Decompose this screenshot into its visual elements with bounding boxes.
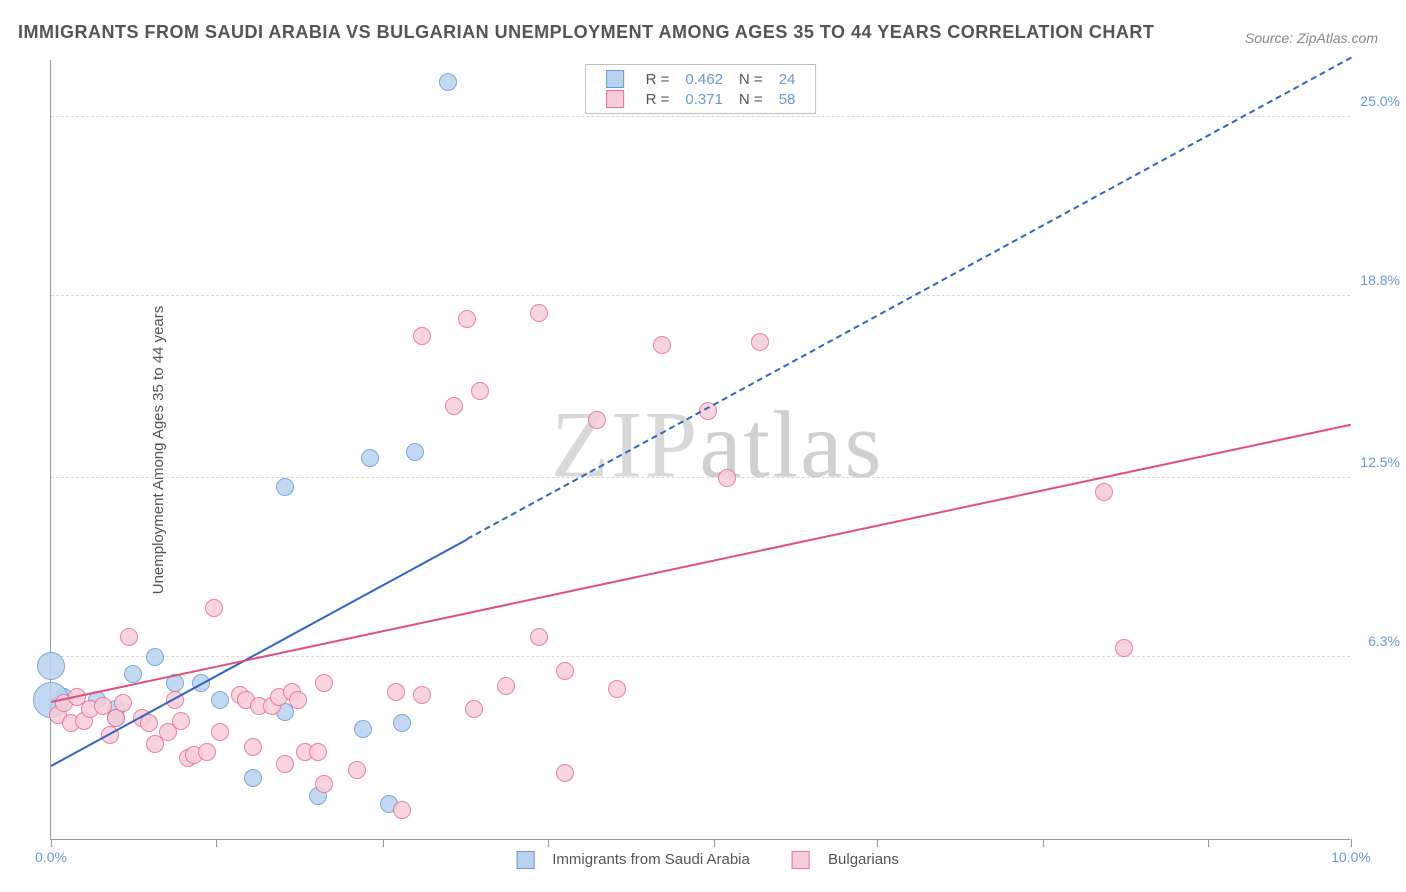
legend-swatch <box>792 851 810 869</box>
pink-point <box>445 397 463 415</box>
gridline <box>51 656 1350 657</box>
legend-row: R =0.462N =24 <box>598 69 804 89</box>
pink-point <box>530 304 548 322</box>
legend-swatch <box>606 70 624 88</box>
pink-point <box>289 691 307 709</box>
y-tick-label: 18.8% <box>1360 272 1400 288</box>
pink-point <box>413 686 431 704</box>
blue-point <box>124 665 142 683</box>
gridline <box>51 295 1350 296</box>
x-tick <box>877 839 878 847</box>
pink-point <box>556 662 574 680</box>
x-tick <box>548 839 549 847</box>
blue-point <box>439 73 457 91</box>
pink-point <box>465 700 483 718</box>
blue-point <box>393 714 411 732</box>
pink-point <box>172 712 190 730</box>
legend-bottom-item: Immigrants from Saudi Arabia <box>502 851 750 868</box>
watermark: ZIPatlas <box>551 389 884 499</box>
blue-point <box>37 652 65 680</box>
legend-row: R =0.371N =58 <box>598 89 804 109</box>
pink-point <box>348 761 366 779</box>
gridline <box>51 116 1350 117</box>
source-attribution: Source: ZipAtlas.com <box>1245 30 1378 46</box>
pink-point <box>198 743 216 761</box>
pink-point <box>205 599 223 617</box>
blue-point <box>276 478 294 496</box>
pink-point <box>588 411 606 429</box>
series-legend: Immigrants from Saudi Arabia Bulgarians <box>488 851 913 869</box>
trend-line <box>51 424 1351 703</box>
pink-point <box>497 677 515 695</box>
x-tick <box>1208 839 1209 847</box>
scatter-plot: ZIPatlas R =0.462N =24R =0.371N =58 Immi… <box>50 60 1350 840</box>
pink-point <box>244 738 262 756</box>
pink-point <box>718 469 736 487</box>
pink-point <box>393 801 411 819</box>
x-tick <box>383 839 384 847</box>
x-tick <box>51 839 52 847</box>
x-tick <box>1043 839 1044 847</box>
y-tick-label: 25.0% <box>1360 93 1400 109</box>
trend-line <box>51 538 468 766</box>
blue-point <box>211 691 229 709</box>
pink-point <box>653 336 671 354</box>
pink-point <box>608 680 626 698</box>
blue-point <box>406 443 424 461</box>
pink-point <box>315 674 333 692</box>
y-tick-label: 12.5% <box>1360 454 1400 470</box>
blue-point <box>361 449 379 467</box>
pink-point <box>471 382 489 400</box>
x-tick <box>1351 839 1352 847</box>
pink-point <box>458 310 476 328</box>
x-tick-label: 10.0% <box>1331 849 1371 865</box>
legend-swatch <box>516 851 534 869</box>
trend-line <box>467 57 1352 540</box>
pink-point <box>276 755 294 773</box>
x-tick-label: 0.0% <box>35 849 67 865</box>
pink-point <box>1095 483 1113 501</box>
x-tick <box>216 839 217 847</box>
gridline <box>51 477 1350 478</box>
legend-bottom-item: Bulgarians <box>778 851 899 868</box>
y-tick-label: 6.3% <box>1368 633 1400 649</box>
pink-point <box>556 764 574 782</box>
pink-point <box>751 333 769 351</box>
pink-point <box>315 775 333 793</box>
legend-swatch <box>606 90 624 108</box>
chart-title: IMMIGRANTS FROM SAUDI ARABIA VS BULGARIA… <box>18 22 1154 43</box>
x-tick <box>714 839 715 847</box>
pink-point <box>413 327 431 345</box>
blue-point <box>354 720 372 738</box>
pink-point <box>211 723 229 741</box>
pink-point <box>114 694 132 712</box>
correlation-legend: R =0.462N =24R =0.371N =58 <box>585 64 817 114</box>
blue-point <box>244 769 262 787</box>
pink-point <box>309 743 327 761</box>
blue-point <box>146 648 164 666</box>
pink-point <box>530 628 548 646</box>
pink-point <box>120 628 138 646</box>
pink-point <box>1115 639 1133 657</box>
pink-point <box>387 683 405 701</box>
